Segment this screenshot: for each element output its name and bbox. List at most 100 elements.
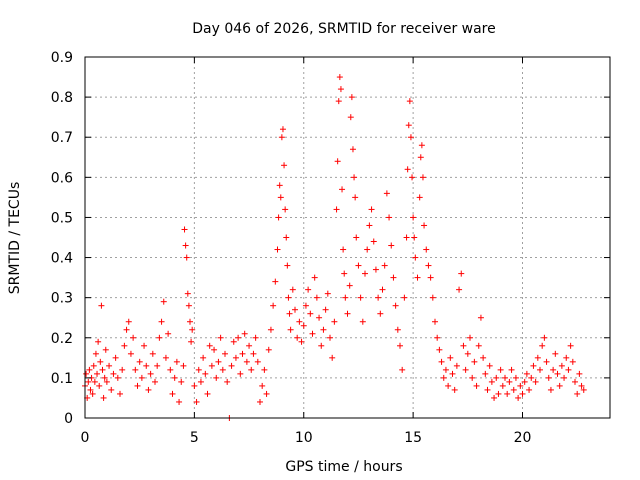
data-point-marker [110,370,117,377]
data-point-marker [156,334,163,341]
data-point-marker [318,342,325,349]
plot-area-frame [84,56,611,419]
data-point-marker [409,174,416,181]
data-point-marker [471,358,478,365]
data-point-marker [352,194,359,201]
data-point-marker [119,366,126,373]
data-point-marker [383,190,390,197]
data-point-marker [569,358,576,365]
data-point-marker [204,390,211,397]
data-point-marker [336,74,343,81]
data-point-marker [449,370,456,377]
data-point-marker [563,354,570,361]
data-point-marker [425,262,432,269]
data-point-marker [574,390,581,397]
data-point-marker [473,382,480,389]
data-point-marker [149,350,156,357]
data-point-marker [86,366,93,373]
data-point-marker [289,286,296,293]
data-point-marker [279,126,286,133]
data-point-marker [263,390,270,397]
data-point-marker [565,366,572,373]
data-point-marker [335,98,342,105]
data-point-marker [528,374,535,381]
data-point-marker [117,390,123,397]
data-point-marker [423,246,430,253]
data-point-marker [97,358,104,365]
data-point-marker [547,386,554,393]
data-point-marker [416,194,423,201]
data-point-marker [432,318,438,325]
data-point-marker [556,382,563,389]
data-point-marker [284,262,291,269]
data-point-marker [508,366,515,373]
x-tick-label: 5 [190,430,199,446]
data-point-marker [274,246,281,253]
data-point-marker [176,398,183,405]
data-point-marker [307,310,314,317]
data-point-marker [460,342,467,349]
data-point-marker [340,246,347,253]
data-point-marker [182,242,189,249]
data-point-marker [506,378,513,385]
data-point-marker [237,370,244,377]
data-point-marker [91,378,98,385]
data-point-marker [458,270,465,277]
data-point-marker [286,310,293,317]
data-point-marker [114,374,121,381]
y-tick-label: 0.9 [51,50,73,66]
data-point-marker [165,330,172,337]
data-point-marker [235,334,242,341]
data-point-marker [243,358,250,365]
x-tick-label: 10 [295,430,313,446]
x-tick-labels: 0 5 10 15 20 [81,430,532,446]
data-point-marker [388,242,395,249]
data-point-marker [183,254,190,261]
data-point-marker [442,366,449,373]
data-point-marker [517,382,524,389]
data-point-marker [272,278,279,285]
data-point-marker [167,366,174,373]
y-tick-label: 0.2 [51,331,73,347]
y-axis-label: SRMTID / TECUs [7,182,23,295]
data-point-marker [270,302,277,309]
data-point-marker [134,382,141,389]
data-point-marker [121,342,128,349]
data-point-marker [403,234,410,241]
y-tick-label: 0.8 [51,90,73,106]
data-point-marker [375,294,382,301]
data-point-marker [158,318,165,325]
data-point-marker [381,262,388,269]
data-point-marker [414,274,421,281]
data-point-marker [181,226,188,233]
data-point-marker [281,162,288,169]
data-point-marker [480,354,487,361]
data-point-marker [300,322,307,329]
data-point-marker [324,290,331,297]
data-point-marker [96,382,103,389]
data-point-marker [178,378,185,385]
data-point-marker [499,382,506,389]
data-point-marker [467,334,473,341]
data-point-marker [394,326,401,333]
data-point-marker [232,354,239,361]
data-point-marker [464,350,471,357]
data-point-marker [532,378,539,385]
data-point-marker [491,394,498,401]
data-point-marker [419,174,426,181]
data-point-marker [329,354,336,361]
data-point-marker [162,354,169,361]
data-point-marker [495,390,502,397]
data-point-marker [418,142,425,149]
data-point-marker [160,298,167,305]
data-point-marker [539,342,546,349]
data-point-marker [456,286,463,293]
x-axis-label: GPS time / hours [285,459,402,475]
data-point-marker [202,370,209,377]
data-point-marker [364,246,371,253]
data-point-marker [100,394,107,401]
data-point-marker [83,370,90,377]
data-point-marker [108,386,115,393]
data-point-marker [436,346,443,353]
